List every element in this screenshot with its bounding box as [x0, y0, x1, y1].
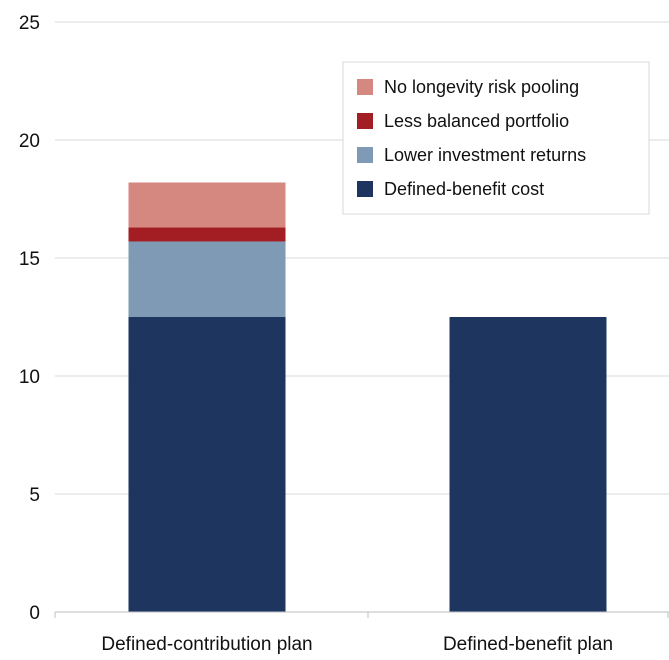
- y-tick-label: 10: [19, 367, 40, 388]
- x-axis-labels: Defined-contribution plan Defined-benefit…: [101, 634, 613, 655]
- bar-segment-no-longevity-risk-pooling: [128, 182, 286, 228]
- y-axis-ticks: 0 5 10 15 20 25: [19, 13, 40, 624]
- y-tick-label: 25: [19, 13, 40, 34]
- x-category-label: Defined-contribution plan: [101, 634, 312, 655]
- legend-label: Defined-benefit cost: [384, 179, 544, 199]
- legend-swatch: [357, 181, 373, 197]
- y-tick-label: 20: [19, 131, 40, 152]
- y-tick-label: 0: [29, 603, 40, 624]
- legend-label: Less balanced portfolio: [384, 111, 569, 131]
- legend-label: No longevity risk pooling: [384, 77, 579, 97]
- legend-swatch: [357, 79, 373, 95]
- bar-segment-less-balanced-portfolio: [128, 227, 286, 242]
- y-tick-label: 5: [29, 485, 40, 506]
- bar-segment-lower-investment-returns: [128, 241, 286, 317]
- bar-segment-defined-benefit-cost: [128, 317, 286, 612]
- bar-segment-defined-benefit-cost: [449, 317, 607, 612]
- legend-box: [342, 61, 650, 215]
- legend-swatch: [357, 147, 373, 163]
- legend: No longevity risk pooling Less balanced p…: [342, 61, 650, 215]
- x-category-label: Defined-benefit plan: [443, 634, 613, 655]
- legend-swatch: [357, 113, 373, 129]
- legend-label: Lower investment returns: [384, 145, 586, 165]
- bars: [128, 182, 607, 612]
- y-tick-label: 15: [19, 249, 40, 270]
